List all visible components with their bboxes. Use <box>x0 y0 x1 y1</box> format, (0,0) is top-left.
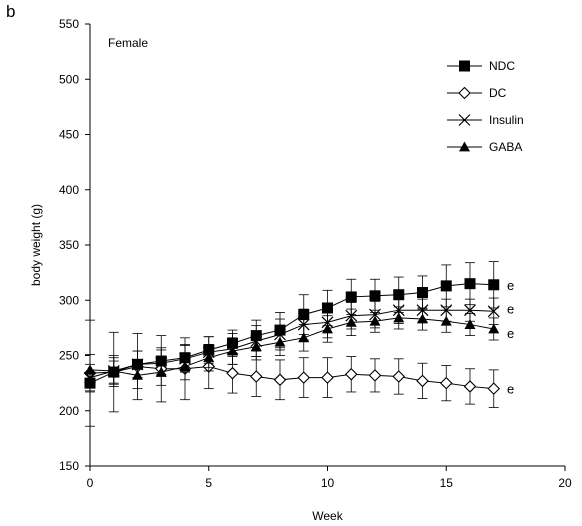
series-dc <box>83 319 501 427</box>
y-axis-label: body weight (g) <box>29 204 43 286</box>
data-point-ndc <box>84 377 96 389</box>
x-tick-label: 15 <box>440 476 454 490</box>
series-line-gaba <box>89 317 494 376</box>
data-point-ndc <box>393 289 405 301</box>
data-point-dc <box>368 369 382 382</box>
legend-label-dc: DC <box>489 86 507 100</box>
series-gaba <box>84 306 500 390</box>
legend-label-insulin: Insulin <box>489 113 524 127</box>
data-point-insulin <box>345 309 358 322</box>
series-line-dc <box>89 366 494 390</box>
data-point-gaba <box>464 319 476 329</box>
data-point-ndc <box>274 324 286 336</box>
data-point-dc <box>226 366 239 380</box>
x-axis-label: Week <box>312 509 343 523</box>
y-tick-label: 150 <box>59 459 79 473</box>
data-point-ndc <box>488 279 500 291</box>
x-tick-label: 0 <box>87 476 94 490</box>
end-label-ndc: e <box>507 278 514 293</box>
data-point-ndc <box>322 302 333 314</box>
data-point-ndc <box>464 278 476 290</box>
y-tick-label: 250 <box>59 349 79 363</box>
data-point-dc <box>344 368 358 381</box>
data-point-ndc <box>417 287 428 299</box>
end-label-insulin: e <box>507 301 514 316</box>
data-point-dc <box>439 376 453 390</box>
data-point-ndc <box>369 290 381 302</box>
y-tick-label: 550 <box>59 17 79 31</box>
data-point-ndc <box>345 291 357 303</box>
data-point-dc <box>463 380 477 393</box>
data-point-insulin <box>464 304 476 317</box>
y-tick-label: 300 <box>59 293 79 307</box>
y-tick-label: 400 <box>59 183 79 197</box>
data-point-ndc <box>108 366 120 378</box>
legend-label-ndc: NDC <box>489 59 515 73</box>
data-point-gaba <box>488 323 500 334</box>
x-tick-label: 10 <box>321 476 335 490</box>
y-tick-label: 450 <box>59 128 79 142</box>
y-tick-label: 500 <box>59 72 79 86</box>
data-point-dc <box>321 371 334 384</box>
data-point-ndc <box>440 280 452 292</box>
series-insulin <box>84 296 500 392</box>
data-point-ndc <box>179 352 191 364</box>
chart-annotation: Female <box>108 36 148 50</box>
data-point-ndc <box>227 337 238 349</box>
data-point-dc <box>273 373 287 387</box>
data-point-insulin <box>369 308 381 321</box>
data-point-dc <box>416 374 429 388</box>
x-tick-label: 20 <box>558 476 572 490</box>
panel-label: b <box>6 2 16 21</box>
x-tick-label: 5 <box>205 476 212 490</box>
legend-marker-dc <box>458 86 471 100</box>
end-label-gaba: e <box>507 326 514 341</box>
legend-marker-ndc <box>459 60 470 72</box>
data-point-ndc <box>155 355 167 367</box>
series-ndc <box>84 261 500 393</box>
data-point-ndc <box>298 309 310 321</box>
data-point-ndc <box>250 330 262 342</box>
data-point-dc <box>297 371 311 384</box>
data-point-dc <box>487 382 501 395</box>
data-point-insulin <box>416 304 429 317</box>
legend-marker-insulin <box>458 114 471 126</box>
data-point-ndc <box>203 344 215 356</box>
data-point-dc <box>249 370 263 383</box>
legend-marker-gaba <box>459 141 470 152</box>
end-label-dc: e <box>507 382 514 397</box>
y-tick-label: 200 <box>59 404 79 418</box>
data-point-ndc <box>132 358 143 370</box>
data-point-dc <box>392 370 406 383</box>
legend-label-gaba: GABA <box>489 140 522 154</box>
y-tick-label: 350 <box>59 238 79 252</box>
